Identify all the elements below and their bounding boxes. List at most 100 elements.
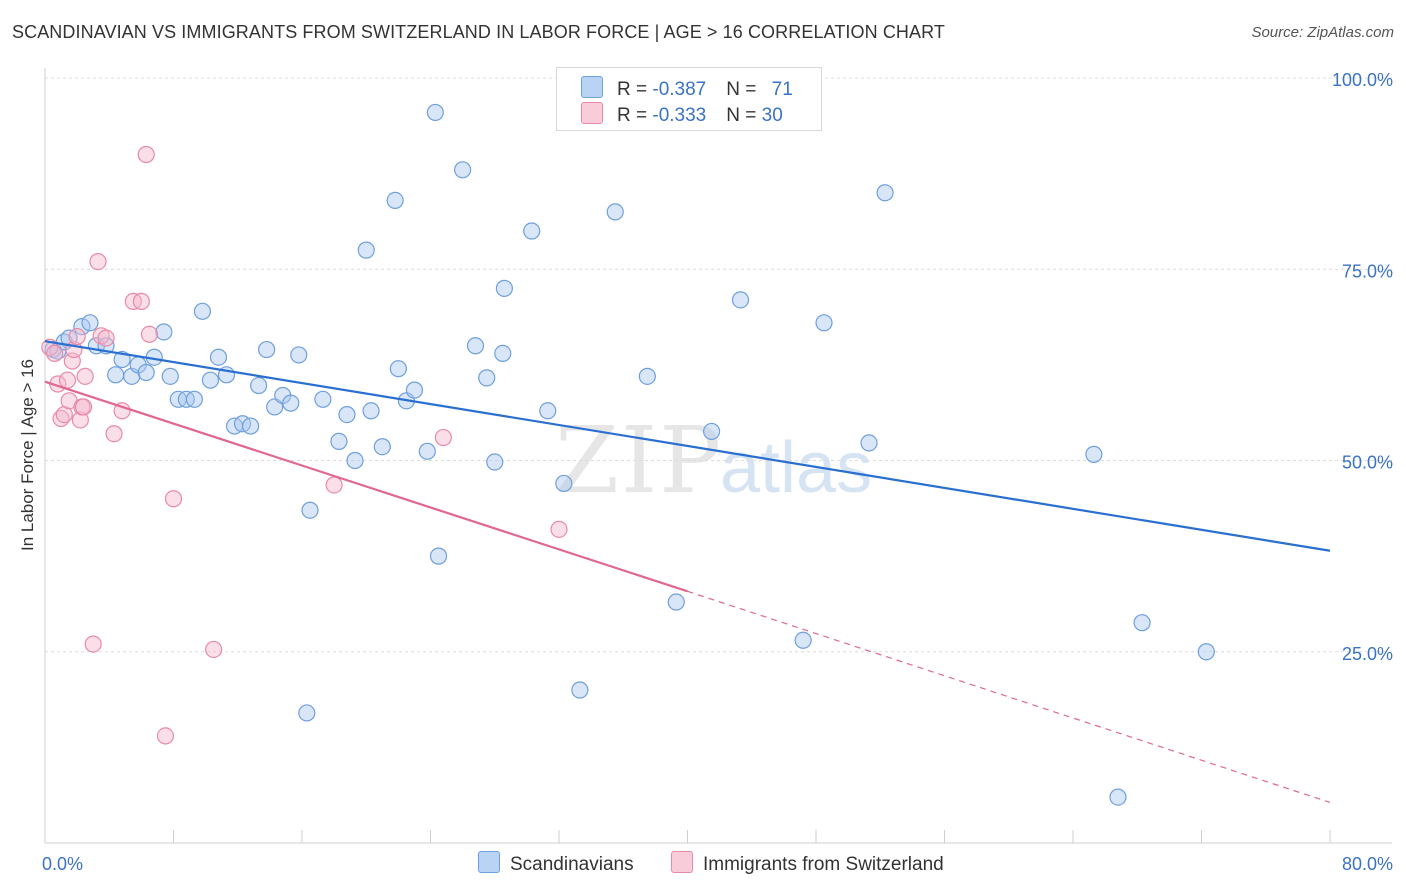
n-value: 71 — [771, 79, 793, 100]
scandinavian-point — [357, 241, 375, 259]
switzerland-point — [550, 520, 568, 538]
switzerland-point — [71, 411, 89, 429]
switzerland-legend-swatch — [671, 851, 693, 873]
scandinavian-point — [494, 344, 512, 362]
y-tick-label: 25.0% — [1342, 644, 1393, 664]
scandinavian-point — [454, 161, 472, 179]
scandinavian-point — [571, 681, 589, 699]
scandinavians-trend-line — [44, 340, 1331, 552]
scandinavian-point — [731, 291, 750, 309]
y-tick-label: 75.0% — [1342, 261, 1393, 281]
switzerland-point — [46, 344, 64, 362]
scandinavian-point — [373, 438, 391, 456]
scandinavian-point — [1133, 614, 1151, 632]
scandinavian-point — [386, 191, 404, 209]
switzerland-point — [434, 428, 452, 447]
legend-label: Scandinavians — [510, 854, 634, 875]
scandinavian-point — [523, 222, 541, 240]
r-label: R = — [617, 79, 653, 100]
scandinavian-point — [282, 394, 300, 412]
y-axis-label: In Labor Force | Age > 16 — [18, 358, 37, 552]
scandinavian-point — [667, 593, 685, 611]
scandinavian-point — [81, 314, 99, 332]
scandinavian-point — [314, 390, 332, 408]
y-tick-label: 50.0% — [1342, 453, 1393, 473]
scandinavian-point — [250, 376, 268, 395]
scandinavians-swatch — [581, 76, 603, 98]
scandinavians-legend-swatch — [478, 851, 500, 873]
scandinavian-point — [242, 417, 260, 435]
scandinavian-point — [418, 442, 436, 460]
scandinavian-point — [1197, 643, 1215, 661]
scandinavian-point — [1085, 445, 1103, 463]
scandinavian-point — [137, 363, 155, 382]
r-value: -0.333 — [652, 105, 707, 126]
switzerland-point — [105, 425, 123, 443]
scandinavian-point — [486, 453, 504, 471]
scandinavian-point — [860, 434, 878, 452]
scandinavian-point — [290, 346, 308, 364]
scandinavian-point — [298, 704, 316, 722]
r-label: R = — [617, 105, 653, 126]
scandinavian-point — [73, 318, 91, 336]
scandinavian-point — [815, 314, 833, 332]
x-tick-label: 80.0% — [1342, 854, 1393, 874]
scandinavian-point — [466, 337, 485, 355]
switzerland-point — [89, 253, 107, 271]
switzerland-point — [140, 325, 159, 343]
correlation-legend: R = -0.387 N = 71 R = -0.333 N = 30 — [556, 67, 822, 131]
scandinavian-point — [702, 422, 721, 441]
scandinavian-point — [1109, 788, 1127, 806]
n-label: N = — [726, 79, 762, 100]
switzerland-swatch — [581, 102, 603, 124]
legend-label: Immigrants from Switzerland — [703, 854, 944, 875]
switzerland-point — [58, 371, 77, 389]
switzerland-point — [76, 367, 94, 385]
chart-title: SCANDINAVIAN VS IMMIGRANTS FROM SWITZERL… — [12, 22, 946, 42]
watermark: atlas — [720, 428, 872, 508]
switzerland-point — [74, 398, 93, 416]
scandinavian-point — [495, 279, 513, 297]
switzerland-point — [68, 327, 86, 346]
scandinavian-point — [478, 369, 496, 387]
scandinavian-point — [113, 350, 131, 369]
scandinavian-point — [606, 203, 624, 221]
switzerland-point — [205, 640, 223, 659]
scandinavian-point — [362, 402, 380, 420]
switzerland-trend-extension — [687, 590, 1331, 804]
scandinavian-point — [539, 402, 557, 420]
scandinavian-point — [161, 367, 179, 385]
switzerland-trend-line — [44, 380, 688, 593]
switzerland-point — [164, 490, 183, 508]
scandinavian-point — [405, 381, 424, 399]
legend-item-switzerland: Immigrants from Switzerland — [671, 851, 944, 876]
scandinavian-point — [876, 184, 894, 202]
legend-row-switzerland: R = -0.333 N = 30 — [581, 102, 783, 128]
scandinavian-point — [426, 103, 444, 122]
switzerland-point — [97, 329, 115, 347]
y-tick-label: 100.0% — [1332, 70, 1393, 90]
scandinavian-point — [429, 547, 448, 565]
x-tick-label: 0.0% — [42, 854, 83, 874]
scandinavian-point — [193, 302, 212, 320]
scandinavian-point — [389, 360, 407, 378]
scandinavian-point — [346, 451, 364, 470]
scandinavian-point — [794, 631, 812, 649]
switzerland-point — [156, 727, 175, 745]
scandinavian-point — [555, 474, 573, 493]
r-value: -0.387 — [652, 79, 707, 100]
scandinavian-point — [330, 432, 348, 450]
n-label: N = — [726, 105, 762, 126]
scandinavian-point — [638, 367, 656, 385]
source-label: Source: ZipAtlas.com — [1251, 24, 1394, 41]
scandinavian-point — [209, 348, 228, 366]
n-value: 30 — [761, 105, 783, 126]
switzerland-point — [132, 292, 150, 310]
switzerland-point — [325, 476, 343, 494]
legend-row-scandinavians: R = -0.387 N = 71 — [581, 76, 793, 102]
legend-item-scandinavians: Scandinavians — [478, 851, 634, 876]
scandinavian-point — [185, 390, 203, 408]
switzerland-point — [84, 635, 102, 653]
scandinavian-point — [107, 366, 125, 384]
